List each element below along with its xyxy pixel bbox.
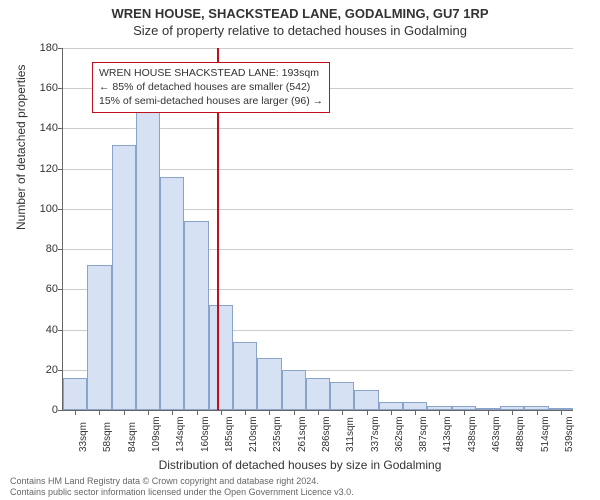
ytick-mark bbox=[58, 249, 63, 250]
ytick-mark bbox=[58, 410, 63, 411]
gridline bbox=[63, 48, 573, 49]
xtick-mark bbox=[124, 410, 125, 415]
histogram-bar bbox=[209, 305, 233, 410]
ytick-mark bbox=[58, 370, 63, 371]
ytick-label: 140 bbox=[28, 122, 58, 134]
histogram-bar bbox=[87, 265, 111, 410]
annotation-line2: ← 85% of detached houses are smaller (54… bbox=[99, 80, 323, 94]
histogram-bar bbox=[379, 402, 403, 410]
chart-container: WREN HOUSE, SHACKSTEAD LANE, GODALMING, … bbox=[0, 0, 600, 500]
xtick-label: 210sqm bbox=[248, 416, 259, 452]
xtick-label: 413sqm bbox=[442, 416, 453, 452]
xtick-mark bbox=[172, 410, 173, 415]
xtick-label: 387sqm bbox=[418, 416, 429, 452]
footer-line1: Contains HM Land Registry data © Crown c… bbox=[10, 476, 590, 487]
ytick-mark bbox=[58, 88, 63, 89]
xtick-label: 185sqm bbox=[224, 416, 235, 452]
xtick-mark bbox=[269, 410, 270, 415]
x-axis-label: Distribution of detached houses by size … bbox=[0, 458, 600, 472]
xtick-label: 463sqm bbox=[491, 416, 502, 452]
ytick-label: 100 bbox=[28, 203, 58, 215]
ytick-mark bbox=[58, 169, 63, 170]
ytick-label: 180 bbox=[28, 42, 58, 54]
histogram-bar bbox=[112, 145, 136, 410]
xtick-label: 84sqm bbox=[127, 422, 138, 452]
ytick-mark bbox=[58, 48, 63, 49]
ytick-label: 20 bbox=[28, 364, 58, 376]
ytick-label: 120 bbox=[28, 163, 58, 175]
y-axis-label: Number of detached properties bbox=[14, 65, 28, 230]
xtick-mark bbox=[391, 410, 392, 415]
annotation-line1: WREN HOUSE SHACKSTEAD LANE: 193sqm bbox=[99, 66, 323, 80]
ytick-label: 80 bbox=[28, 243, 58, 255]
xtick-mark bbox=[197, 410, 198, 415]
ytick-mark bbox=[58, 128, 63, 129]
xtick-mark bbox=[561, 410, 562, 415]
xtick-mark bbox=[512, 410, 513, 415]
histogram-bar bbox=[282, 370, 306, 410]
xtick-mark bbox=[294, 410, 295, 415]
xtick-label: 438sqm bbox=[467, 416, 478, 452]
footer: Contains HM Land Registry data © Crown c… bbox=[10, 476, 590, 499]
ytick-label: 160 bbox=[28, 82, 58, 94]
xtick-mark bbox=[245, 410, 246, 415]
histogram-bar bbox=[306, 378, 330, 410]
histogram-bar bbox=[330, 382, 354, 410]
histogram-bar bbox=[160, 177, 184, 410]
xtick-mark bbox=[221, 410, 222, 415]
xtick-mark bbox=[342, 410, 343, 415]
ytick-mark bbox=[58, 289, 63, 290]
ytick-label: 40 bbox=[28, 324, 58, 336]
xtick-mark bbox=[488, 410, 489, 415]
xtick-mark bbox=[367, 410, 368, 415]
xtick-label: 286sqm bbox=[321, 416, 332, 452]
xtick-label: 58sqm bbox=[102, 422, 113, 452]
histogram-bar bbox=[354, 390, 378, 410]
xtick-mark bbox=[439, 410, 440, 415]
histogram-bar bbox=[257, 358, 281, 410]
xtick-label: 488sqm bbox=[515, 416, 526, 452]
histogram-bar bbox=[184, 221, 208, 410]
xtick-label: 134sqm bbox=[175, 416, 186, 452]
xtick-mark bbox=[148, 410, 149, 415]
ytick-label: 0 bbox=[28, 404, 58, 416]
ytick-mark bbox=[58, 330, 63, 331]
annotation-line3: 15% of semi-detached houses are larger (… bbox=[99, 94, 323, 108]
histogram-bar bbox=[136, 112, 160, 410]
xtick-label: 362sqm bbox=[394, 416, 405, 452]
xtick-label: 235sqm bbox=[272, 416, 283, 452]
xtick-mark bbox=[75, 410, 76, 415]
xtick-mark bbox=[99, 410, 100, 415]
footer-line2: Contains public sector information licen… bbox=[10, 487, 590, 498]
xtick-label: 109sqm bbox=[151, 416, 162, 452]
chart-title: WREN HOUSE, SHACKSTEAD LANE, GODALMING, … bbox=[0, 0, 600, 21]
chart-subtitle: Size of property relative to detached ho… bbox=[0, 21, 600, 38]
xtick-mark bbox=[464, 410, 465, 415]
xtick-label: 261sqm bbox=[297, 416, 308, 452]
xtick-label: 514sqm bbox=[540, 416, 551, 452]
xtick-label: 33sqm bbox=[78, 422, 89, 452]
histogram-bar bbox=[63, 378, 87, 410]
annotation-box: WREN HOUSE SHACKSTEAD LANE: 193sqm ← 85%… bbox=[92, 62, 330, 113]
xtick-mark bbox=[537, 410, 538, 415]
xtick-mark bbox=[415, 410, 416, 415]
xtick-label: 539sqm bbox=[564, 416, 575, 452]
ytick-label: 60 bbox=[28, 283, 58, 295]
histogram-bar bbox=[403, 402, 427, 410]
xtick-label: 160sqm bbox=[200, 416, 211, 452]
xtick-label: 311sqm bbox=[345, 417, 356, 452]
histogram-bar bbox=[233, 342, 257, 410]
xtick-mark bbox=[318, 410, 319, 415]
xtick-label: 337sqm bbox=[370, 416, 381, 452]
ytick-mark bbox=[58, 209, 63, 210]
